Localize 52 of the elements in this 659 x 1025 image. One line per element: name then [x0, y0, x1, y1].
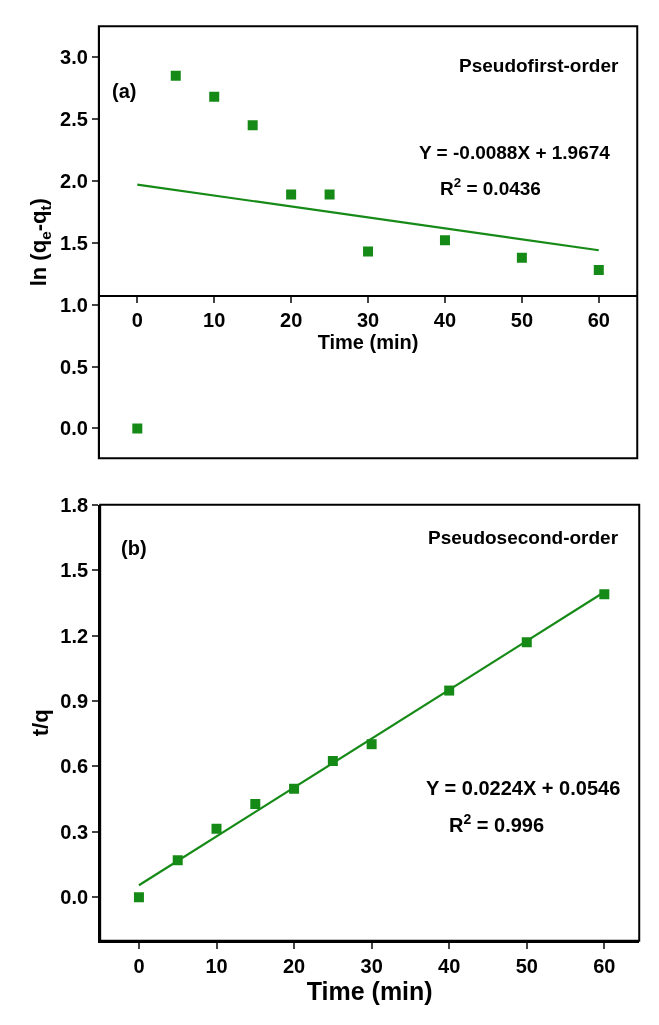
point — [211, 823, 222, 834]
x-tick-label: 40 — [438, 954, 461, 977]
y-tick-label: 1.5 — [60, 231, 88, 254]
x-tick-label: 20 — [280, 309, 303, 332]
x-tick-label: 30 — [356, 309, 380, 332]
y-tick-label: 2.5 — [60, 108, 88, 131]
x-axis-title: Time (min) — [306, 976, 433, 1005]
x-tick-label: 40 — [433, 309, 457, 332]
x-tick-label: 50 — [510, 309, 534, 332]
x-tick-label: 20 — [282, 954, 306, 977]
point — [209, 91, 220, 102]
y-tick-label: 0.5 — [60, 355, 88, 378]
point — [324, 189, 335, 200]
y-tick-label: 0.3 — [60, 820, 89, 843]
annotation: Pseudosecond-order — [428, 527, 619, 548]
point — [247, 120, 258, 131]
x-axis-title: Time (min) — [317, 331, 419, 354]
point — [170, 70, 181, 81]
y-tick-label: 1.8 — [60, 493, 89, 516]
point — [286, 189, 297, 200]
point — [250, 798, 261, 809]
y-tick-label: 0.9 — [60, 690, 89, 713]
annotation: Y = 0.0224X + 0.0546 — [426, 777, 621, 799]
point — [516, 252, 527, 263]
annotation: R$^{2}$ = 0.0436 — [440, 175, 541, 199]
y-axis-title: t/q — [27, 709, 53, 737]
point — [363, 246, 374, 257]
x-tick-label: 10 — [205, 954, 228, 977]
x-tick-label: 50 — [515, 954, 538, 977]
annotation: (b) — [121, 537, 147, 559]
x-tick-label: 0 — [133, 954, 145, 977]
x-tick-label: 10 — [203, 309, 226, 332]
y-tick-label: 0.6 — [60, 755, 89, 778]
y-tick-label: 1.2 — [60, 624, 89, 647]
annotation: R$^{2}$ = 0.996 — [449, 811, 545, 837]
y-tick-label: 0.0 — [60, 417, 88, 440]
y-tick-label: 0.0 — [60, 886, 89, 909]
x-tick-label: 30 — [360, 954, 383, 977]
y-tick-label: 1.0 — [60, 293, 88, 316]
x-tick-label: 0 — [131, 309, 143, 332]
annotation: (a) — [112, 80, 137, 102]
annotation: Pseudofirst-order — [459, 55, 620, 76]
point — [439, 235, 450, 246]
annotation: Y = -0.0088X + 1.9674 — [419, 142, 611, 163]
point — [133, 892, 144, 903]
y-tick-label: 3.0 — [60, 46, 88, 69]
point — [132, 423, 143, 434]
point — [593, 265, 604, 276]
x-tick-label: 60 — [593, 954, 616, 977]
x-tick-label: 60 — [587, 309, 610, 332]
y-tick-label: 1.5 — [60, 559, 89, 582]
y-tick-label: 2.0 — [60, 169, 88, 192]
